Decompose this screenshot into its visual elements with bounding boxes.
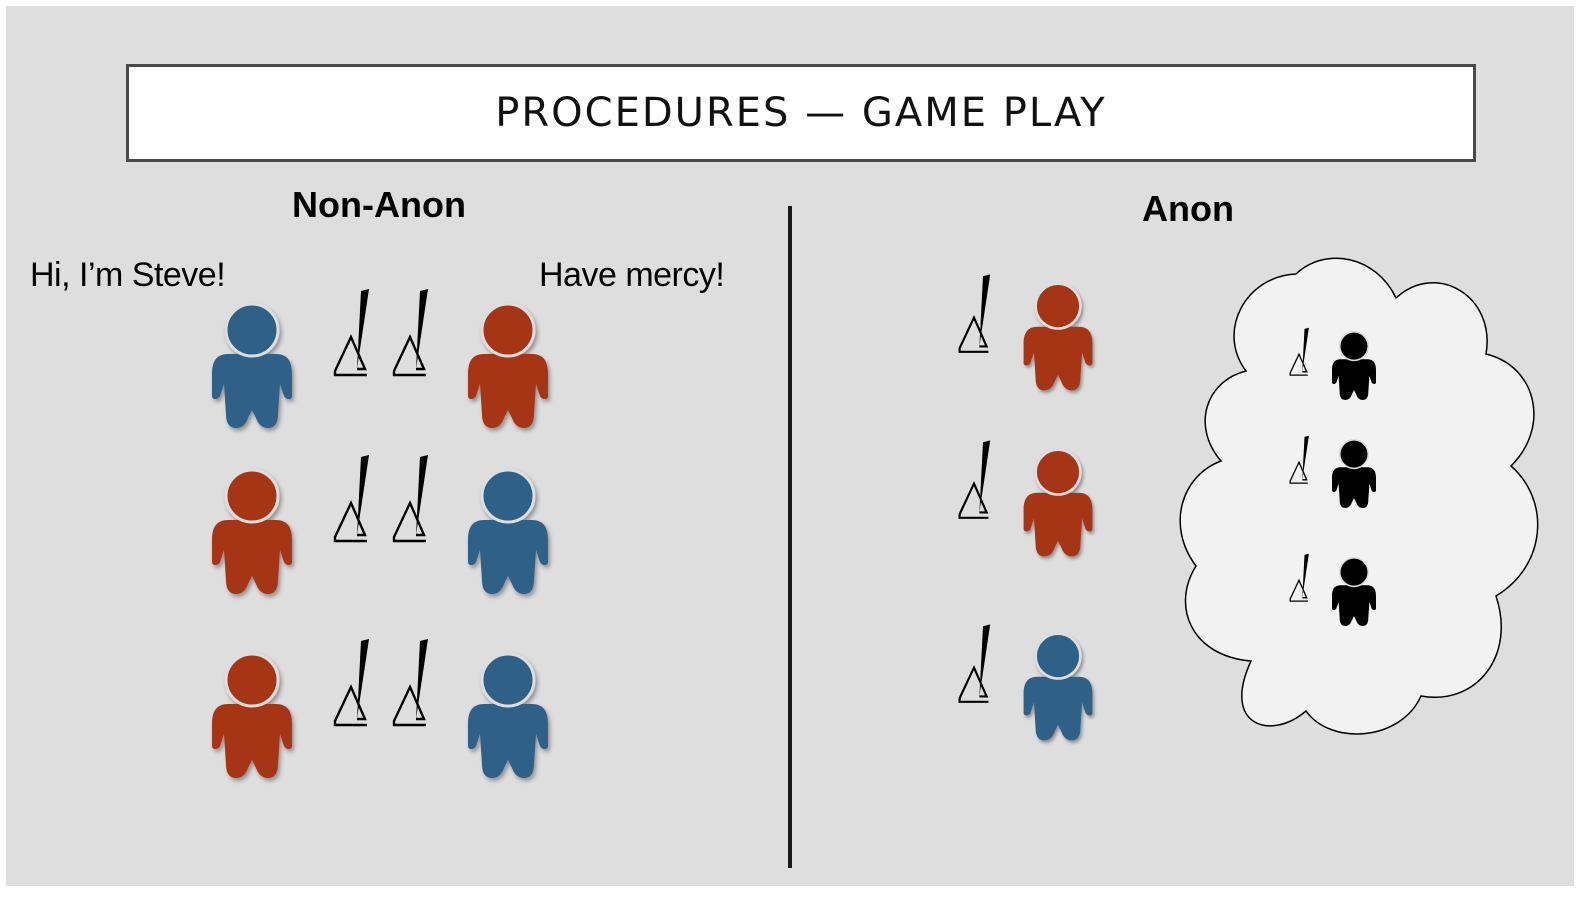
player-icon: [1022, 632, 1094, 742]
monitor-icon: [958, 439, 992, 519]
monitor-icon: [333, 637, 371, 727]
player-icon: [1022, 448, 1094, 558]
divider-line: [788, 206, 792, 868]
player-icon: [210, 302, 294, 430]
speech-have-mercy: Have mercy!: [539, 256, 725, 294]
non-anon-heading: Non-Anon: [292, 184, 466, 225]
player-icon: [466, 468, 550, 596]
slide-title: PROCEDURES — GAME PLAY: [495, 90, 1107, 136]
monitor-icon: [958, 623, 992, 703]
monitor-icon: [392, 287, 430, 377]
speech-steve: Hi, I’m Steve!: [30, 256, 226, 294]
player-icon: [1022, 282, 1094, 392]
slide: PROCEDURES — GAME PLAY Non-Anon Anon Hi,…: [6, 6, 1574, 886]
monitor-icon: [392, 453, 430, 543]
title-box: PROCEDURES — GAME PLAY: [126, 64, 1476, 162]
player-icon: [466, 652, 550, 780]
monitor-icon: [392, 637, 430, 727]
monitor-icon: [958, 273, 992, 353]
monitor-icon: [333, 287, 371, 377]
scene-diagram: [210, 257, 1539, 780]
player-icon: [466, 302, 550, 430]
player-icon: [210, 652, 294, 780]
player-icon: [210, 468, 294, 596]
anon-heading: Anon: [1142, 188, 1234, 229]
monitor-icon: [333, 453, 371, 543]
